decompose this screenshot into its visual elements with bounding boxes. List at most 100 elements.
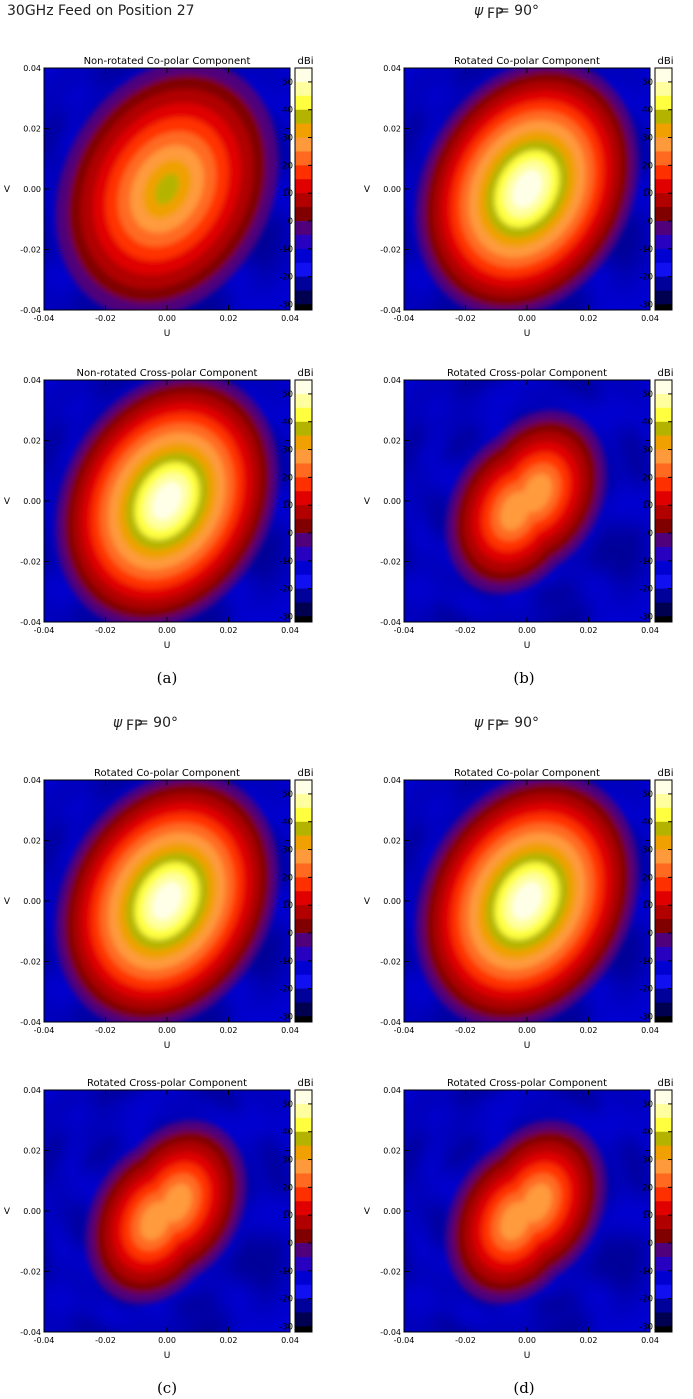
- colorbar-segment: [655, 435, 672, 451]
- y-tick-label: -0.02: [20, 246, 41, 255]
- colorbar-segment: [295, 1187, 312, 1202]
- sidelobe-ring: [404, 68, 650, 310]
- colorbar-tick-label: 10: [642, 1211, 653, 1221]
- colorbar-segment: [295, 262, 312, 278]
- heatmap-field: [44, 68, 290, 310]
- colorbar-unit: dBi: [298, 56, 314, 67]
- y-tick-label: 0.02: [23, 837, 41, 846]
- colorbar-tick-label: -20: [279, 985, 293, 995]
- x-tick-label: 0.04: [641, 626, 659, 635]
- y-axis-label: V: [4, 897, 11, 907]
- colorbar-tick-label: 10: [642, 501, 653, 511]
- colorbar-segment: [295, 1270, 312, 1286]
- x-tick-label: 0.00: [518, 314, 536, 323]
- y-tick-label: 0.04: [383, 776, 401, 785]
- colorbar-segment: [295, 165, 312, 180]
- caption-b: (b): [513, 669, 534, 687]
- contour-level: [154, 173, 180, 205]
- colorbar-segment: [295, 616, 312, 623]
- colorbar-segment: [295, 248, 312, 264]
- colorbar-segment: [655, 560, 672, 576]
- colorbar-tick-label: 10: [282, 1211, 293, 1221]
- figure-header-title: 30GHz Feed on Position 27: [7, 3, 195, 19]
- colorbar-tick-label: -20: [279, 273, 293, 283]
- colorbar-segment: [295, 290, 312, 305]
- psi-header-left: ψ FP = 90°: [113, 715, 178, 734]
- x-tick-label: -0.02: [455, 1026, 476, 1035]
- psi-value: = 90°: [498, 3, 539, 19]
- colorbar-segment: [655, 407, 672, 423]
- colorbar-tick-label: 20: [642, 473, 653, 483]
- colorbar-segment: [295, 1242, 312, 1258]
- x-axis-label: U: [524, 329, 531, 339]
- y-tick-label: 0.04: [23, 776, 41, 785]
- colorbar-segment: [295, 207, 312, 222]
- panel-title: Rotated Co-polar Component: [94, 768, 240, 779]
- x-tick-label: 0.04: [281, 1336, 299, 1345]
- sidelobe-ring: [52, 1099, 268, 1332]
- contour-level: [162, 1183, 192, 1223]
- y-tick-label: -0.02: [380, 1268, 401, 1277]
- colorbar-segment: [295, 574, 312, 590]
- colorbar-segment: [655, 68, 672, 83]
- contour-level: [152, 482, 182, 520]
- sidelobe-ring: [404, 1090, 646, 1332]
- sidelobe-ring: [44, 68, 286, 310]
- colorbar-segment: [295, 81, 312, 97]
- panel-title: Rotated Co-polar Component: [454, 768, 600, 779]
- y-tick-label: 0.00: [383, 1207, 401, 1216]
- y-axis-label: V: [4, 497, 11, 507]
- contour-level: [152, 882, 182, 920]
- colorbar-segment: [655, 207, 672, 222]
- colorbar-segment: [295, 1159, 312, 1174]
- colorbar-segment: [295, 891, 312, 906]
- colorbar-tick-label: 10: [642, 901, 653, 911]
- psi-header-top: ψ FP = 90°: [474, 3, 539, 22]
- colorbar-segment: [655, 95, 672, 111]
- colorbar-segment: [295, 1312, 312, 1327]
- y-tick-label: 0.00: [23, 185, 41, 194]
- sidelobe-ring: [404, 780, 646, 1022]
- colorbar-segment: [655, 1159, 672, 1174]
- y-tick-label: 0.02: [23, 125, 41, 134]
- colorbar-segment: [655, 807, 672, 823]
- colorbar-segment: [655, 505, 672, 520]
- colorbar-tick-label: -10: [279, 557, 293, 567]
- colorbar-segment: [655, 946, 672, 962]
- x-axis-label: U: [524, 641, 531, 651]
- y-tick-label: 0.04: [23, 64, 41, 73]
- colorbar-segment: [655, 1270, 672, 1286]
- y-tick-label: 0.00: [23, 497, 41, 506]
- colorbar-tick-label: -20: [639, 1295, 653, 1305]
- psi-subscript: FP: [126, 718, 143, 734]
- panel-c-top: Rotated Co-polar Component -0.04-0.04 -0.0…: [4, 768, 314, 1051]
- x-tick-label: -0.02: [455, 314, 476, 323]
- colorbar-frame: [654, 779, 673, 1023]
- colorbar-frame: [654, 1089, 673, 1333]
- colorbar-segment: [655, 109, 672, 125]
- colorbar-tick-label: 10: [642, 189, 653, 199]
- colorbar-unit: dBi: [658, 768, 674, 779]
- y-axis-label: V: [364, 497, 371, 507]
- colorbar-segment: [295, 1284, 312, 1300]
- x-tick-label: 0.02: [220, 314, 238, 323]
- colorbar-segment: [655, 793, 672, 809]
- x-axis-label: U: [164, 329, 171, 339]
- colorbar-segment: [295, 863, 312, 878]
- colorbar-segment: [295, 179, 312, 194]
- colorbar-segment: [295, 588, 312, 604]
- sidelobe-ring: [412, 389, 628, 622]
- colorbar-segment: [295, 435, 312, 451]
- colorbar-segment: [655, 304, 672, 311]
- x-tick-label: -0.04: [34, 1336, 55, 1345]
- y-tick-label: -0.04: [380, 1328, 401, 1337]
- y-tick-label: 0.02: [383, 1147, 401, 1156]
- y-tick-label: 0.02: [23, 1147, 41, 1156]
- colorbar-tick-label: 30: [642, 1156, 653, 1166]
- y-tick-label: 0.00: [383, 185, 401, 194]
- colorbar-tick-label: 40: [282, 418, 293, 428]
- colorbar-segment: [295, 234, 312, 250]
- colorbar-segment: [295, 505, 312, 520]
- colorbar-segment: [655, 234, 672, 250]
